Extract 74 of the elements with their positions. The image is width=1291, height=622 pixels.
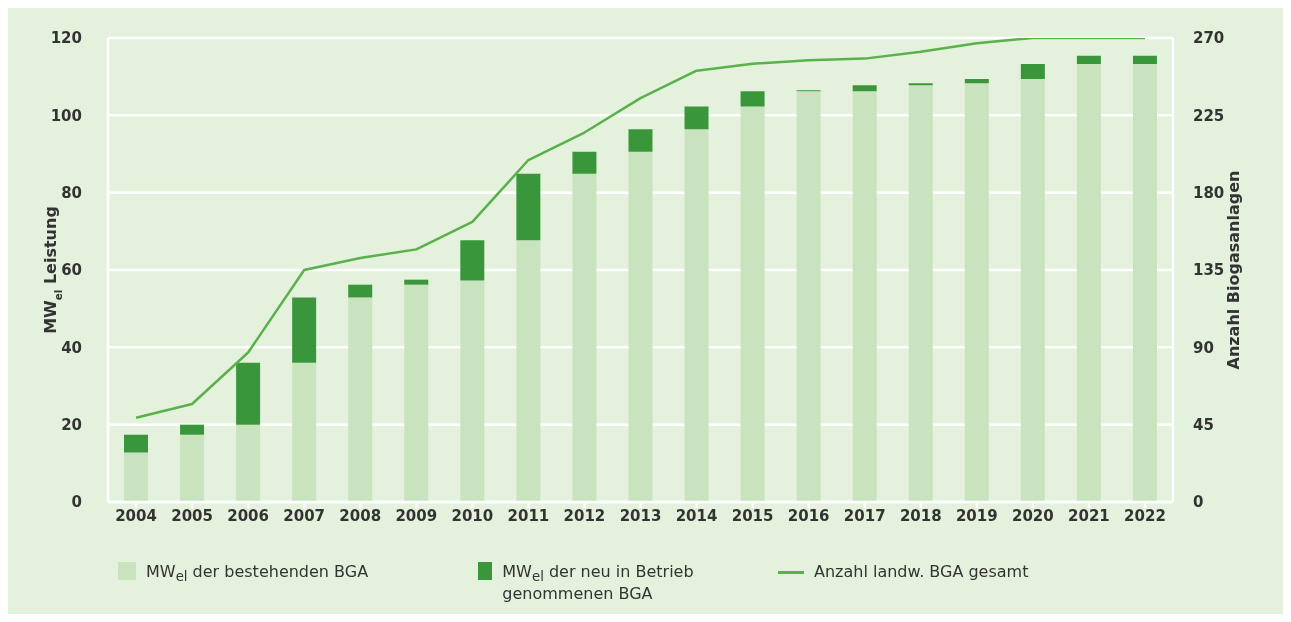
- bar: [852, 91, 877, 502]
- bar: [908, 85, 933, 502]
- bar: [1076, 55, 1101, 64]
- bar: [1132, 63, 1157, 502]
- bar: [404, 279, 429, 285]
- bar: [460, 280, 485, 502]
- x-tick-label: 2017: [843, 506, 886, 525]
- bar: [796, 91, 821, 502]
- bar: [964, 78, 989, 84]
- bar: [516, 240, 541, 502]
- bar: [180, 434, 205, 502]
- y2-tick-label: 0: [1193, 493, 1204, 512]
- bar: [292, 362, 317, 502]
- bar: [740, 106, 765, 502]
- x-tick-label: 2019: [955, 506, 998, 525]
- y2-tick-label: 180: [1193, 183, 1225, 202]
- bar: [684, 129, 709, 502]
- bar: [348, 284, 373, 298]
- x-tick-label: 2012: [563, 506, 606, 525]
- x-tick-label: 2010: [451, 506, 494, 525]
- y2-axis-title: Anzahl Biogasanlagen: [1224, 170, 1243, 370]
- line-series: [134, 38, 1147, 420]
- bar: [1020, 78, 1045, 502]
- bar: [236, 424, 261, 502]
- bar: [236, 362, 261, 425]
- x-tick-label: 2007: [283, 506, 326, 525]
- x-tick-label: 2021: [1068, 506, 1110, 525]
- y-tick-label: 40: [61, 338, 82, 357]
- legend-label: Anzahl landw. BGA gesamt: [814, 562, 1029, 581]
- bar: [292, 297, 317, 363]
- bar: [348, 297, 373, 502]
- bar: [1076, 63, 1101, 502]
- y2-tick-label: 225: [1193, 106, 1225, 125]
- bar: [1020, 63, 1045, 79]
- bar: [572, 151, 597, 174]
- x-tick-label: 2015: [731, 506, 774, 525]
- x-tick-label: 2018: [899, 506, 942, 525]
- bar: [628, 151, 653, 502]
- bar: [124, 434, 148, 453]
- y-tick-label: 120: [50, 29, 82, 48]
- x-tick-label: 2013: [619, 506, 662, 525]
- x-tick-label: 2008: [339, 506, 382, 525]
- x-tick-label: 2022: [1124, 506, 1166, 525]
- y-tick-label: 80: [61, 183, 82, 202]
- y2-tick-label: 135: [1193, 261, 1225, 280]
- y2-tick-label: 45: [1193, 415, 1214, 434]
- bar: [516, 173, 541, 241]
- x-tick-label: 2011: [507, 506, 550, 525]
- bar: [740, 91, 765, 107]
- y2-tick-label: 90: [1193, 338, 1214, 357]
- y-tick-label: 20: [61, 415, 82, 434]
- bar: [684, 106, 709, 130]
- bar: [460, 240, 485, 281]
- x-tick-label: 2006: [227, 506, 270, 525]
- y2-tick-label: 270: [1193, 29, 1225, 48]
- legend-label: MW$_{el}$ der neu in Betrieb genommenen BGA: [502, 562, 695, 604]
- x-tick-label: 2020: [1011, 506, 1054, 525]
- bar: [404, 284, 429, 502]
- x-tick-label: 2016: [787, 506, 830, 525]
- y-tick-label: 0: [71, 493, 82, 512]
- bar: [1132, 55, 1157, 64]
- bar: [180, 424, 205, 435]
- bar: [572, 173, 597, 502]
- bar: [964, 83, 989, 502]
- legend-label: MW$_{el}$ der bestehenden BGA: [146, 562, 369, 585]
- bar: [852, 85, 877, 92]
- bar: [628, 129, 653, 152]
- y-tick-label: 100: [50, 106, 82, 125]
- bar: [124, 452, 148, 502]
- x-tick-label: 2009: [395, 506, 438, 525]
- x-tick-label: 2014: [675, 506, 718, 525]
- y-tick-label: 60: [61, 261, 82, 280]
- x-tick-label: 2005: [171, 506, 213, 525]
- x-tick-label: 2004: [115, 506, 157, 525]
